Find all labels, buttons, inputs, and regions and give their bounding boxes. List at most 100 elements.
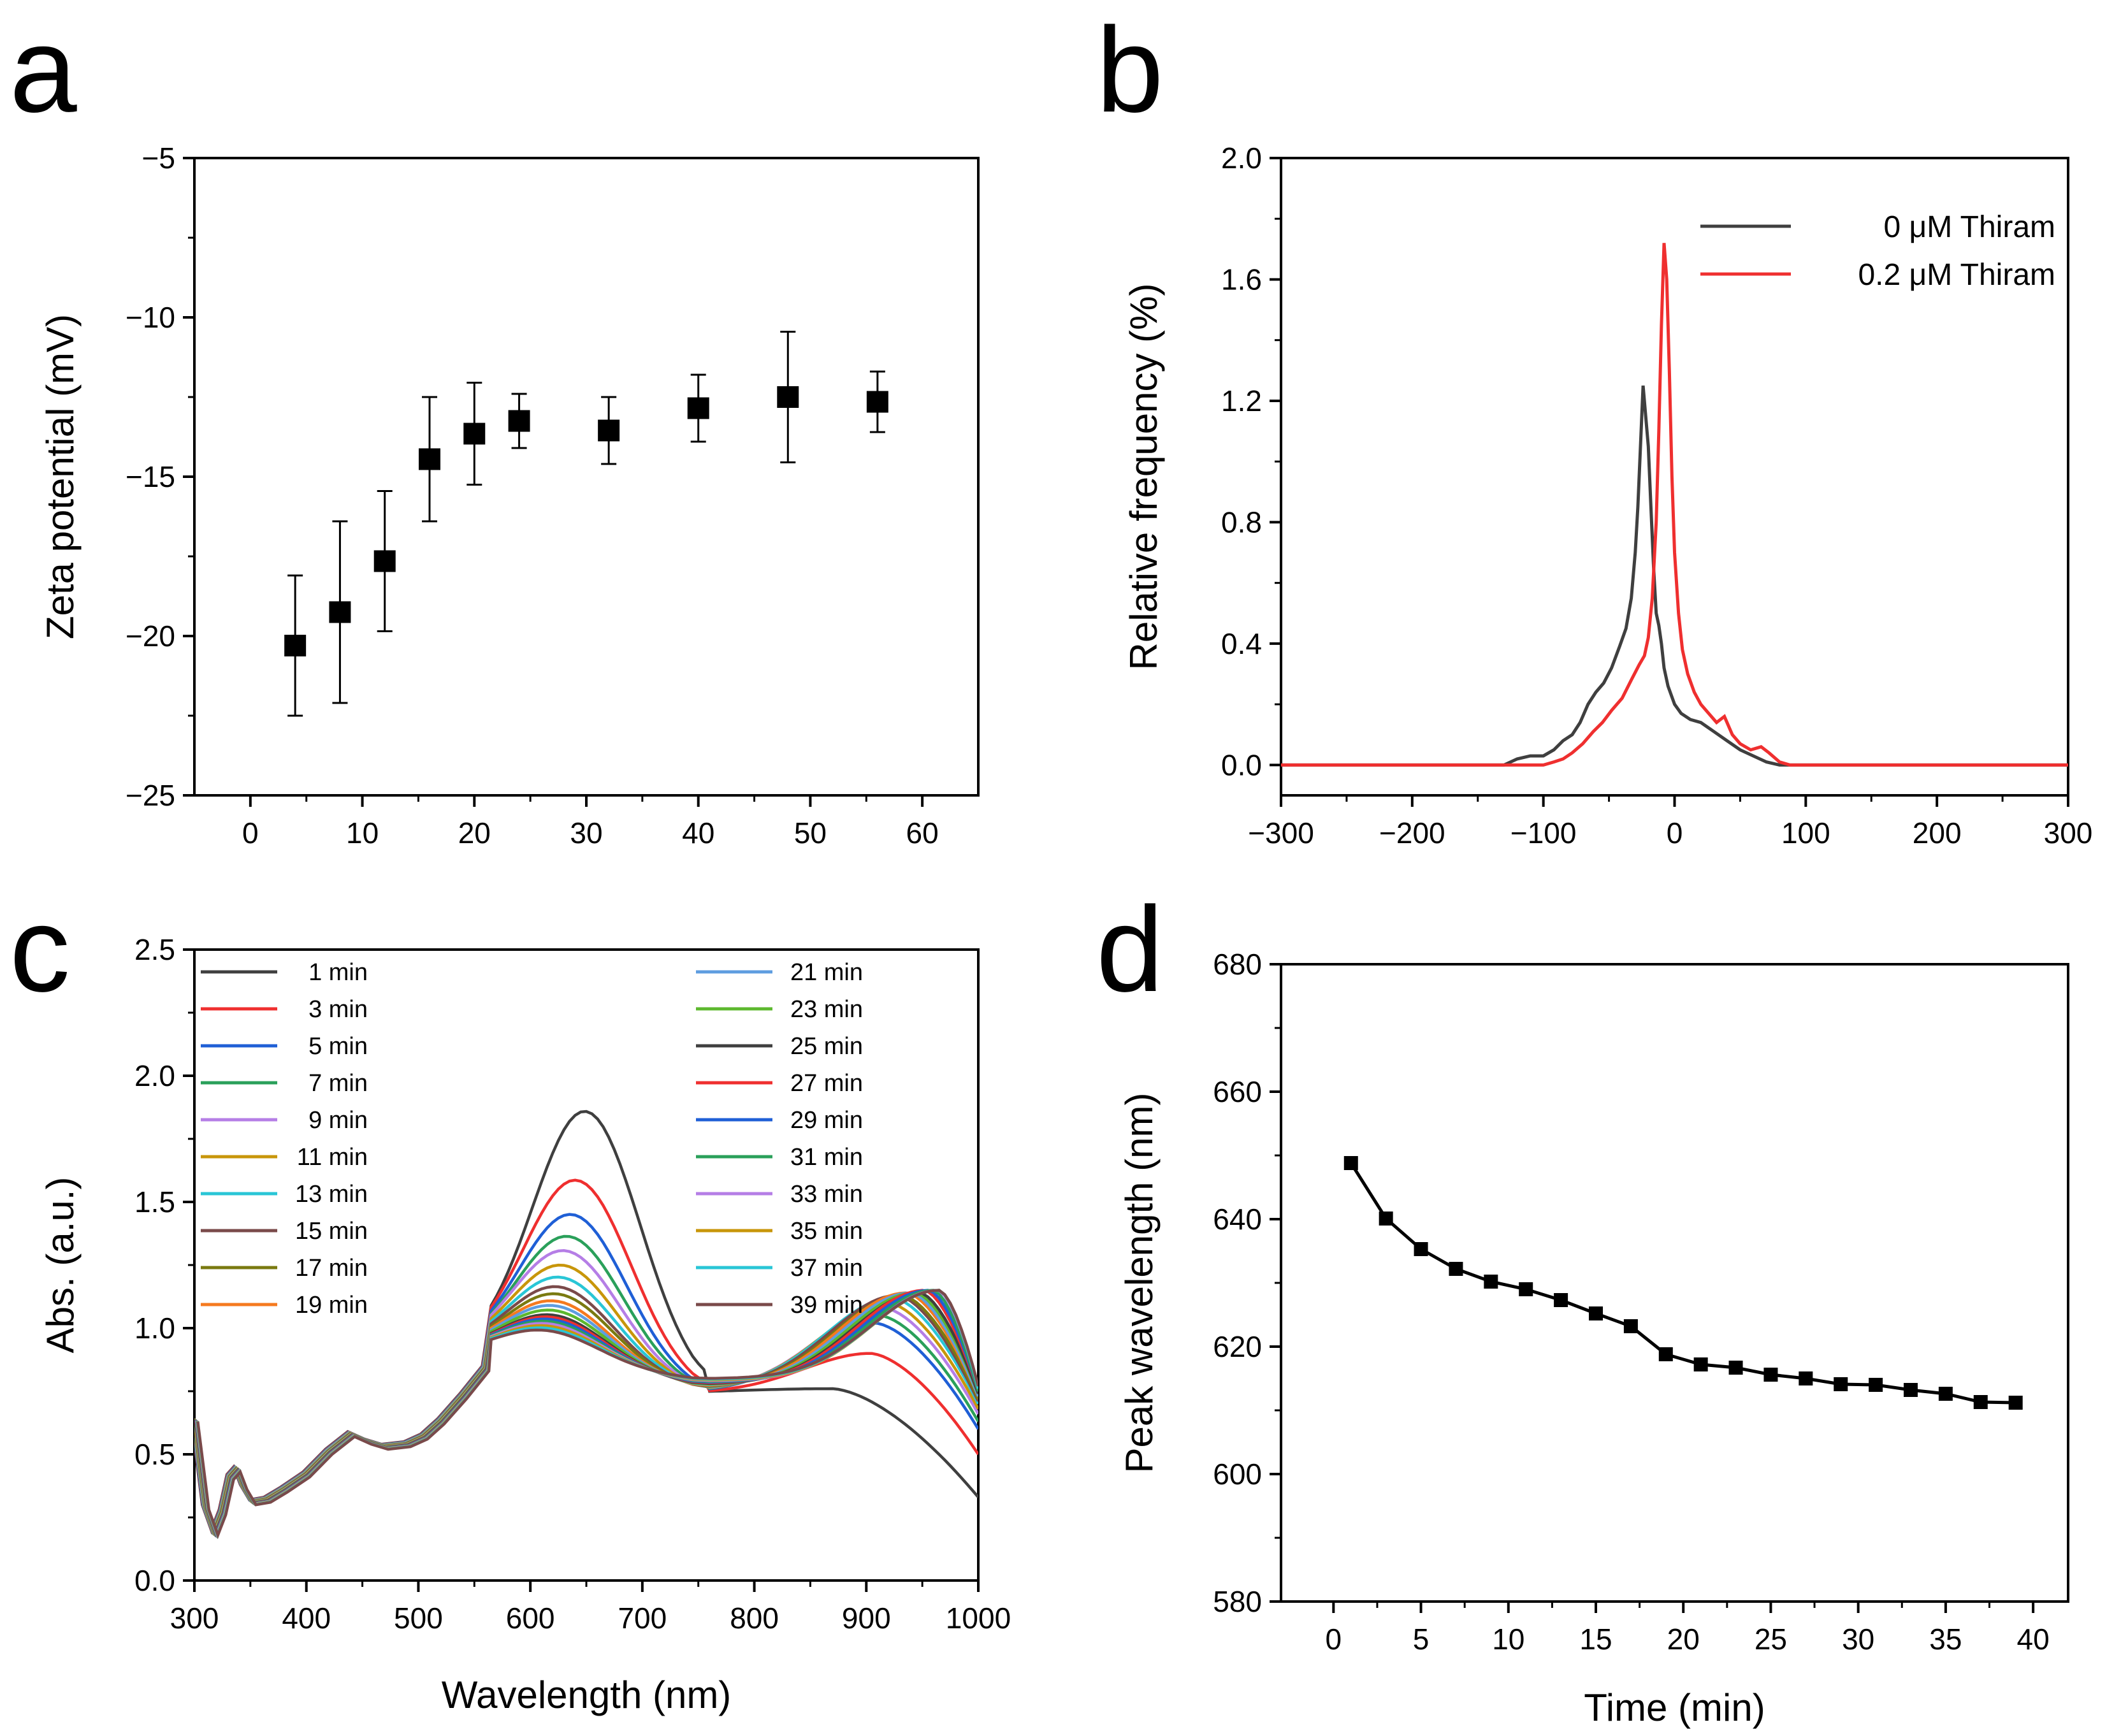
legend-label: 17 min bbox=[295, 1255, 368, 1282]
data-point bbox=[284, 635, 307, 656]
x-tick-label: 700 bbox=[618, 1602, 667, 1635]
y-tick-label: 620 bbox=[1213, 1330, 1262, 1363]
panel-letter: c bbox=[10, 882, 70, 1017]
legend-label: 11 min bbox=[297, 1144, 368, 1171]
plot-frame bbox=[193, 157, 980, 797]
data-point bbox=[1693, 1357, 1708, 1371]
series-line bbox=[1281, 385, 2068, 767]
data-point bbox=[508, 410, 530, 432]
x-tick-label: 300 bbox=[170, 1602, 219, 1635]
data-point bbox=[1658, 1347, 1673, 1361]
legend-label: 29 min bbox=[790, 1107, 863, 1134]
data-point bbox=[1728, 1361, 1743, 1375]
legend-label: 25 min bbox=[790, 1033, 863, 1060]
legend-label: 27 min bbox=[790, 1070, 863, 1097]
y-tick-label: 580 bbox=[1213, 1585, 1262, 1618]
y-axis-title: Abs. (a.u.) bbox=[39, 1177, 82, 1354]
x-tick-label: 0 bbox=[1326, 1623, 1342, 1656]
legend-label: 3 min bbox=[308, 996, 368, 1023]
y-tick-label: 600 bbox=[1213, 1458, 1262, 1491]
y-tick-label: 0.0 bbox=[1221, 748, 1262, 781]
y-tick-label: 660 bbox=[1213, 1075, 1262, 1108]
panel-letter: d bbox=[1096, 882, 1164, 1017]
x-tick-label: 5 bbox=[1413, 1623, 1430, 1656]
data-point bbox=[1904, 1383, 1918, 1397]
x-tick-label: 100 bbox=[1781, 816, 1830, 850]
data-point bbox=[1589, 1306, 1603, 1320]
panel-b: b −300 −200 −100 0 100 200 300 0.0 0.4 0.8 1.2 1.6 2.… bbox=[1096, 3, 2092, 850]
series-line bbox=[1281, 243, 2068, 767]
data-point bbox=[1449, 1262, 1463, 1276]
legend-label: 21 min bbox=[790, 959, 863, 986]
x-tick-label: 15 bbox=[1579, 1623, 1612, 1656]
panel-a: a 0 10 20 30 40 50 60 −25 −20 −15 −10 −5 Zeta potenti… bbox=[10, 3, 980, 850]
legend-label: 5 min bbox=[308, 1033, 368, 1060]
panel-c: c 300 400 500 600 700 800 900 1000 0.0 0.5 1.0 1.5 2.… bbox=[10, 882, 1011, 1716]
y-tick-label: 2.0 bbox=[134, 1059, 175, 1092]
data-point bbox=[329, 601, 351, 623]
legend-label: 31 min bbox=[790, 1144, 863, 1171]
data-point bbox=[419, 448, 440, 470]
x-tick-label: 600 bbox=[506, 1602, 555, 1635]
x-tick-label: 500 bbox=[394, 1602, 443, 1635]
y-axis-title: Relative frequency (%) bbox=[1122, 284, 1165, 670]
y-tick-label: 0.8 bbox=[1221, 505, 1262, 539]
y-tick-label: 1.6 bbox=[1221, 263, 1262, 296]
legend-label: 9 min bbox=[308, 1107, 368, 1134]
y-tick-label: −10 bbox=[126, 301, 175, 334]
plot-frame bbox=[1280, 963, 2069, 1603]
y-tick-label: 0.4 bbox=[1221, 627, 1262, 660]
x-tick-label: 900 bbox=[842, 1602, 891, 1635]
spectrum-line bbox=[194, 1289, 978, 1538]
data-point bbox=[1519, 1282, 1533, 1296]
y-tick-label: 1.0 bbox=[134, 1312, 175, 1345]
spectrum-line bbox=[196, 1289, 978, 1540]
legend-label: 0.2 μM Thiram bbox=[1858, 258, 2055, 292]
x-tick-label: −300 bbox=[1248, 816, 1314, 850]
x-tick-label: 0 bbox=[1667, 816, 1683, 850]
data-point bbox=[1484, 1275, 1498, 1289]
data-point bbox=[373, 550, 396, 572]
legend-label: 7 min bbox=[308, 1070, 368, 1097]
x-tick-label: 10 bbox=[1492, 1623, 1524, 1656]
legend-label: 37 min bbox=[790, 1255, 863, 1282]
x-tick-label: 30 bbox=[570, 816, 602, 850]
y-tick-label: 640 bbox=[1213, 1203, 1262, 1236]
x-tick-label: 40 bbox=[682, 816, 714, 850]
y-tick-label: 2.5 bbox=[134, 933, 175, 966]
x-tick-label: −200 bbox=[1379, 816, 1445, 850]
data-point bbox=[1623, 1319, 1638, 1333]
y-tick-label: 0.0 bbox=[134, 1564, 175, 1597]
data-point bbox=[1414, 1242, 1428, 1256]
data-point bbox=[1799, 1371, 1813, 1385]
data-point bbox=[687, 397, 709, 419]
legend-label: 33 min bbox=[790, 1181, 863, 1208]
x-tick-label: 1000 bbox=[946, 1602, 1011, 1635]
y-tick-label: 680 bbox=[1213, 948, 1262, 981]
data-point bbox=[866, 391, 888, 413]
x-axis-title: Time (min) bbox=[1584, 1686, 1765, 1729]
y-tick-label: −20 bbox=[126, 619, 175, 653]
y-axis-title: Peak wavelength (nm) bbox=[1118, 1093, 1161, 1473]
y-tick-label: 2.0 bbox=[1221, 141, 1262, 175]
x-tick-label: 0 bbox=[242, 816, 259, 850]
x-tick-label: 50 bbox=[794, 816, 827, 850]
y-tick-label: −15 bbox=[126, 460, 175, 493]
legend-label: 35 min bbox=[790, 1218, 863, 1245]
data-point bbox=[1869, 1378, 1883, 1392]
x-tick-label: 300 bbox=[2044, 816, 2093, 850]
y-tick-label: 1.5 bbox=[134, 1185, 175, 1219]
data-point bbox=[463, 423, 486, 445]
y-tick-label: 1.2 bbox=[1221, 384, 1262, 417]
x-tick-label: −100 bbox=[1510, 816, 1577, 850]
data-point bbox=[1379, 1212, 1393, 1226]
x-tick-label: 400 bbox=[282, 1602, 331, 1635]
data-point bbox=[598, 419, 620, 442]
x-tick-label: 30 bbox=[1842, 1623, 1874, 1656]
x-tick-label: 25 bbox=[1755, 1623, 1787, 1656]
x-tick-label: 200 bbox=[1913, 816, 1962, 850]
x-tick-label: 10 bbox=[346, 816, 379, 850]
panel-d: d 0 5 10 15 20 25 30 35 40 580 600 620 640 660 680 Peak … bbox=[1096, 882, 2069, 1729]
data-point bbox=[1763, 1368, 1778, 1382]
